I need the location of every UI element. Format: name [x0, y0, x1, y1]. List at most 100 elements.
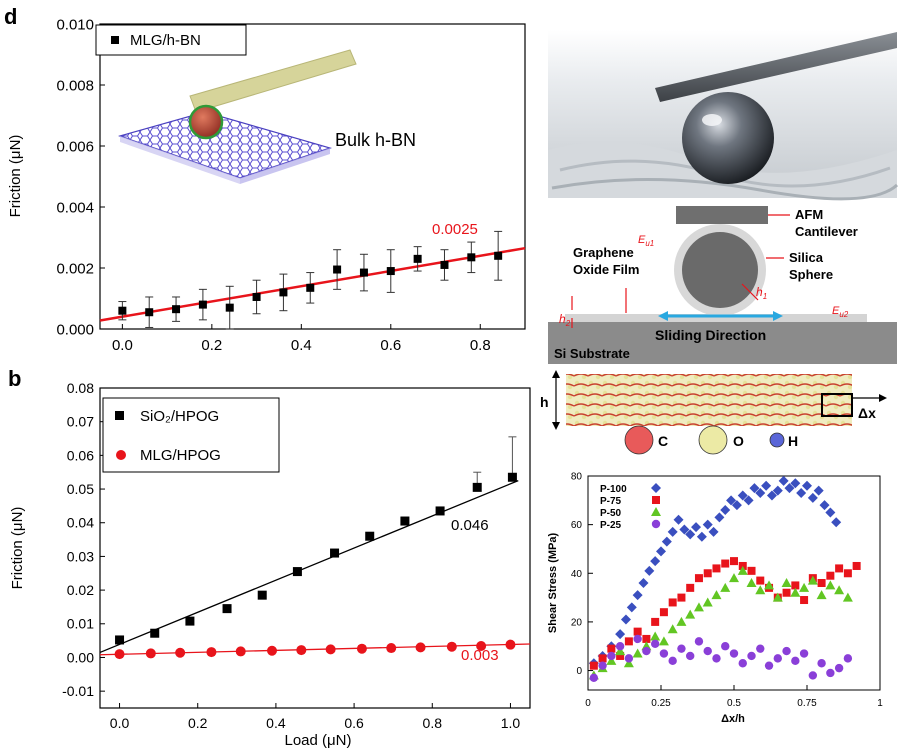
label-sphere: Sphere	[789, 267, 833, 282]
data-point	[145, 308, 154, 317]
panel-d-legend-marker	[111, 36, 119, 44]
y-tick-label: 20	[571, 617, 583, 628]
data-point-p-100	[778, 475, 789, 486]
data-point-p-100	[644, 565, 655, 576]
data-point-p-100	[796, 488, 807, 499]
data-point-p-100	[696, 531, 707, 542]
data-point-p-50	[772, 592, 783, 602]
label-graphene: Graphene	[573, 245, 634, 260]
data-point-p-100	[825, 507, 836, 518]
label-silica: Silica	[789, 250, 824, 265]
shear-x-axis-label: Δx/h	[721, 713, 745, 725]
panel-b-y-ticks: -0.01 0.00 0.01 0.02 0.03 0.04 0.05 0.06 0.07 0.0…	[62, 380, 105, 699]
data-point-mlg	[446, 641, 457, 652]
panel-d-legend-label: MLG/h-BN	[130, 32, 201, 49]
data-point-p-25	[659, 649, 669, 658]
data-point-p-25	[834, 663, 844, 673]
data-point-p-100	[749, 483, 760, 494]
data-point-sio2	[185, 616, 195, 626]
data-point-p-50	[799, 582, 810, 592]
x-tick-label: 0.8	[470, 337, 491, 354]
atom-legend-h-label: H	[788, 433, 798, 449]
label-h2: h2	[559, 312, 571, 328]
md-cell-box	[821, 393, 853, 417]
data-point-p-50	[816, 590, 827, 600]
panel-d-x-ticks: 0.0 0.2 0.4 0.6 0.8	[112, 324, 491, 354]
panel-b-y-axis-label: Friction (μN)	[9, 507, 26, 590]
data-point-p-100	[726, 495, 737, 506]
data-point	[118, 306, 127, 315]
panel-b-fit-lines	[99, 480, 531, 656]
label-h1: h1	[756, 285, 767, 301]
data-point-p-75	[686, 583, 695, 592]
y-tick-label: 0.010	[56, 16, 94, 33]
data-point-p-25	[729, 649, 739, 658]
label-oxide-film: Oxide Film	[573, 262, 639, 277]
data-point	[279, 288, 288, 297]
data-point-p-100	[737, 490, 748, 501]
y-tick-label: 40	[571, 569, 583, 580]
x-tick-label: 1.0	[501, 715, 521, 731]
data-point-sio2	[115, 635, 125, 645]
x-tick-label: 0.8	[423, 715, 443, 731]
x-tick-label: 0.2	[201, 337, 222, 354]
data-point-p-25	[808, 671, 818, 680]
data-point-p-25	[799, 649, 809, 658]
data-point-p-25	[782, 646, 791, 656]
data-point-p-100	[691, 522, 702, 533]
data-point-p-100	[819, 500, 830, 511]
data-point-p-75	[677, 593, 686, 602]
data-point-p-25	[703, 646, 712, 656]
atom-legend-o-marker	[698, 425, 728, 455]
data-point-mlg	[386, 643, 397, 654]
y-tick-label: 60	[571, 520, 583, 531]
data-point-p-75	[712, 564, 721, 573]
data-point-p-25	[686, 651, 695, 661]
data-point-p-50	[711, 590, 722, 600]
atom-legend-o-label: O	[733, 433, 744, 449]
data-point-p-100	[708, 526, 719, 537]
data-point-p-100	[667, 526, 678, 537]
shear-data-points	[588, 475, 861, 683]
data-point-p-25	[817, 659, 826, 668]
data-point-p-75	[668, 598, 677, 607]
shear-legend-label: P-100	[600, 484, 627, 495]
y-tick-label: 0.06	[67, 447, 94, 463]
panel-shear: 0 20 40 60 80 0 0.25 0.5 0.75 1 Shear Stress (MP…	[547, 472, 883, 726]
data-point-p-25	[633, 634, 642, 644]
shear-y-ticks: 0 20 40 60 80	[571, 472, 593, 677]
y-tick-label: 0.05	[67, 481, 94, 497]
data-point-p-75	[659, 608, 668, 617]
data-point-p-100	[626, 602, 637, 613]
y-tick-label: 0.004	[56, 199, 94, 216]
data-point-p-50	[834, 585, 845, 595]
data-point-p-75	[817, 579, 826, 587]
panel-d-plot-frame	[99, 23, 526, 330]
data-point-p-100	[766, 490, 777, 501]
data-point-p-25	[589, 673, 599, 683]
y-tick-label: 0	[576, 666, 582, 677]
md-simulation-strip: h Δx C O H	[540, 370, 887, 455]
panel-b-plot-frame	[99, 387, 531, 709]
panel-d-y-axis-label: Friction (μN)	[7, 135, 24, 218]
data-point-mlg	[145, 648, 156, 659]
data-point-p-25	[677, 644, 686, 653]
shear-legend-label: P-50	[600, 508, 622, 519]
data-point-p-75	[703, 569, 712, 578]
atom-legend-c-label: C	[658, 433, 668, 449]
data-point-p-50	[764, 580, 775, 590]
data-point-p-50	[790, 587, 801, 597]
x-tick-label: 0.2	[188, 715, 208, 731]
data-point-p-25	[721, 642, 730, 651]
data-point-p-25	[650, 639, 660, 648]
data-point-p-50	[746, 578, 757, 587]
data-point-p-50	[781, 578, 792, 587]
panel-b-fit-label-2: 0.003	[461, 647, 499, 664]
md-h-label: h	[540, 394, 549, 410]
x-tick-label: 0.6	[380, 337, 401, 354]
y-tick-label: 0.02	[67, 582, 94, 598]
panel-b-legend-label-2: MLG/HPOG	[140, 447, 221, 464]
y-tick-label: 0.008	[56, 77, 94, 94]
